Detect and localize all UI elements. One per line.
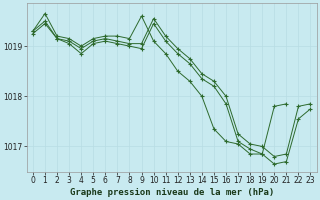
X-axis label: Graphe pression niveau de la mer (hPa): Graphe pression niveau de la mer (hPa) [69, 188, 274, 197]
